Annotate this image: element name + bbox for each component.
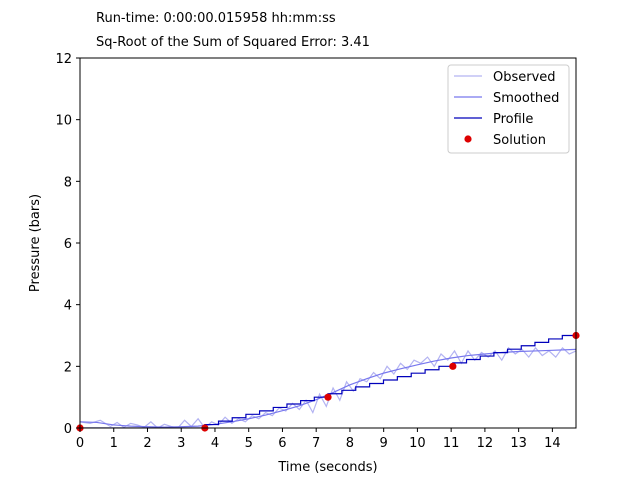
solution-point <box>324 393 332 401</box>
error-readout: Sq-Root of the Sum of Squared Error: 3.4… <box>96 35 370 50</box>
profile-series-line <box>80 334 576 428</box>
x-tick-label: 14 <box>544 436 561 451</box>
legend-box <box>447 64 570 154</box>
y-tick-label: 6 <box>64 237 72 252</box>
error-value: 3.41 <box>341 35 370 50</box>
x-tick-label: 5 <box>245 436 253 451</box>
solution-point <box>449 362 457 370</box>
x-tick-label: 10 <box>409 436 426 451</box>
runtime-readout: Run-time: 0:00:00.015958 hh:mm:ss <box>96 11 336 26</box>
x-tick-label: 12 <box>477 436 494 451</box>
x-tick-label: 6 <box>278 436 286 451</box>
x-tick-label: 0 <box>76 436 84 451</box>
x-tick-label: 7 <box>312 436 320 451</box>
runtime-label: Run-time: <box>96 11 160 26</box>
x-tick-label: 8 <box>346 436 354 451</box>
runtime-value: 0:00:00.015958 hh:mm:ss <box>163 11 336 26</box>
x-tick-label: 11 <box>443 436 460 451</box>
x-tick-label: 2 <box>143 436 151 451</box>
legend-swatch-solution <box>464 135 472 143</box>
y-axis-label: Pressure (bars) <box>28 194 43 292</box>
x-axis-label: Time (seconds) <box>277 460 377 475</box>
legend-label-profile: Profile <box>493 112 533 127</box>
series-layer <box>80 334 576 428</box>
legend: Observed Smoothed Profile Solution <box>447 64 570 154</box>
x-tick-label: 3 <box>177 436 185 451</box>
x-tick-label: 13 <box>510 436 527 451</box>
x-axis-ticks: 0 1 2 3 4 5 6 7 8 9 10 11 12 13 14 <box>76 428 561 451</box>
y-tick-label: 8 <box>64 175 72 190</box>
observed-series-line <box>80 346 576 428</box>
legend-label-solution: Solution <box>493 133 546 148</box>
x-tick-label: 9 <box>380 436 388 451</box>
error-label: Sq-Root of the Sum of Squared Error: <box>96 35 337 50</box>
y-tick-label: 0 <box>64 422 72 437</box>
y-tick-label: 10 <box>55 114 72 129</box>
y-tick-label: 4 <box>64 299 72 314</box>
x-tick-label: 4 <box>211 436 219 451</box>
y-tick-label: 12 <box>55 52 72 67</box>
x-tick-label: 1 <box>110 436 118 451</box>
y-axis-ticks: 0 2 4 6 8 10 12 <box>55 52 80 437</box>
legend-label-smoothed: Smoothed <box>493 91 559 106</box>
y-tick-label: 2 <box>64 360 72 375</box>
legend-label-observed: Observed <box>493 70 556 85</box>
solution-points <box>76 331 580 432</box>
smoothed-series-line <box>80 348 576 428</box>
